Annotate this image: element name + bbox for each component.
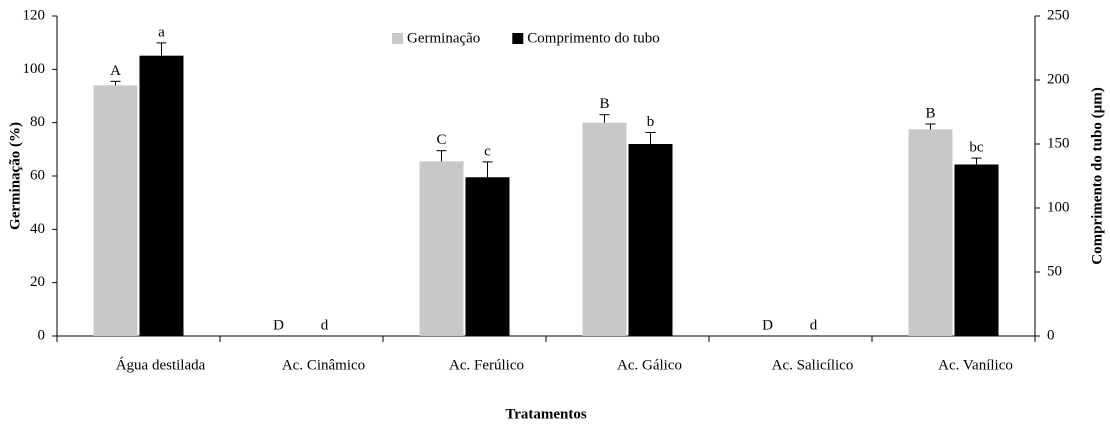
annotation: b <box>647 114 655 130</box>
bar <box>582 122 627 337</box>
y-axis-title: Germinação (%) <box>7 122 23 230</box>
y-tick-label: 100 <box>23 61 46 77</box>
legend-label: Germinação <box>407 30 480 46</box>
y-tick-label: 80 <box>30 114 45 130</box>
y2-axis-title: Comprimento do tubo (µm) <box>1089 87 1105 264</box>
annotation: D <box>273 317 284 333</box>
y2-tick-label: 150 <box>1047 135 1070 151</box>
y-tick-label: 0 <box>38 327 46 343</box>
legend-swatch <box>512 33 524 44</box>
y-tick-label: 60 <box>30 167 45 183</box>
x-tick-label: Ac. Vanílico <box>938 357 1013 373</box>
annotation: d <box>810 317 818 333</box>
y2-tick-label: 200 <box>1047 71 1070 87</box>
x-tick-label: Ac. Gálico <box>617 357 682 373</box>
bar <box>465 177 510 336</box>
annotation: C <box>436 132 446 148</box>
y2-tick-label: 0 <box>1047 327 1055 343</box>
bar <box>628 144 673 336</box>
annotation: d <box>321 317 329 333</box>
annotation: B <box>925 105 935 121</box>
annotation: bc <box>969 140 984 156</box>
x-tick-label: Ac. Cinâmico <box>282 357 365 373</box>
y2-tick-label: 50 <box>1047 263 1062 279</box>
x-tick-label: Água destilada <box>116 356 206 373</box>
bar <box>419 161 464 336</box>
x-tick-label: Ac. Salicílico <box>772 357 854 373</box>
y-tick-label: 40 <box>30 221 45 237</box>
annotation: B <box>599 96 609 112</box>
annotation: a <box>158 24 165 40</box>
y2-tick-label: 250 <box>1047 7 1070 23</box>
y-tick-label: 20 <box>30 274 45 290</box>
bar <box>93 85 138 336</box>
annotation: D <box>762 317 773 333</box>
legend-label: Comprimento do tubo <box>527 30 660 46</box>
y-tick-label: 120 <box>23 7 46 23</box>
x-tick-label: Ac. Ferúlico <box>449 357 524 373</box>
annotation: A <box>110 63 121 79</box>
bar <box>139 55 184 337</box>
x-axis-title: Tratamentos <box>505 406 587 422</box>
annotation: c <box>484 143 491 159</box>
y2-tick-label: 100 <box>1047 199 1070 215</box>
legend-swatch <box>392 33 403 44</box>
bar <box>954 164 999 336</box>
bar <box>908 129 953 336</box>
